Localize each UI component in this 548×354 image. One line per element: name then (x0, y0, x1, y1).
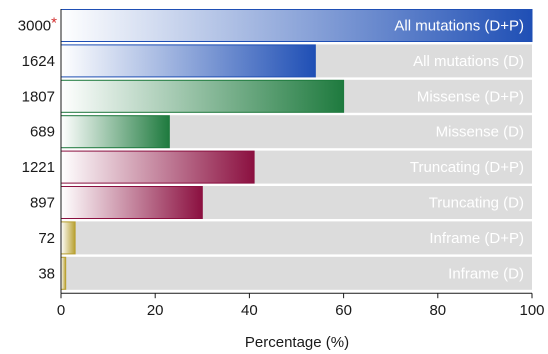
bar (60, 186, 203, 219)
bar (60, 115, 170, 149)
bar-count-label: 72 (38, 230, 55, 247)
bar-row: Missense (D+P) 1807 (22, 79, 532, 113)
bar-count-label: 897 (30, 195, 55, 212)
bar-count-label: 1624 (22, 53, 55, 70)
bar-count-label: 1221 (22, 159, 55, 176)
bar (60, 256, 67, 290)
bar-row: Truncating (D+P) 1221 (22, 150, 532, 184)
bar-row: All mutations (D) 1624 (22, 44, 532, 78)
bar (60, 9, 533, 42)
bar (60, 44, 316, 78)
bar-row: All mutations (D+P) 3000* (18, 9, 533, 42)
x-axis-label: Percentage (%) (245, 334, 349, 351)
bar-row: Missense (D) 689 (30, 115, 532, 149)
x-tick-label: 0 (57, 302, 65, 319)
x-tick-label: 20 (147, 302, 164, 319)
bar-count-label: 1807 (22, 88, 55, 105)
bar-row: Truncating (D) 897 (30, 186, 532, 219)
bar-background (61, 256, 532, 290)
x-tick-label: 80 (429, 302, 446, 319)
bar-category-label: Truncating (D+P) (410, 159, 524, 176)
bar-category-label: Missense (D+P) (417, 88, 524, 105)
bar-count-label: 38 (38, 265, 55, 282)
bar (60, 150, 255, 184)
bar (60, 79, 345, 113)
bar-category-label: Inframe (D) (448, 265, 524, 282)
bar-background (61, 221, 532, 255)
x-axis: 0 20 40 60 80 100 (57, 9, 545, 319)
bar (60, 221, 76, 255)
bar-category-label: Truncating (D) (429, 195, 524, 212)
x-tick-label: 100 (519, 302, 544, 319)
x-tick-label: 40 (241, 302, 258, 319)
bar-category-label: All mutations (D+P) (394, 18, 524, 35)
bar-category-label: Inframe (D+P) (429, 230, 524, 247)
bar-count-label: 3000* (18, 15, 57, 35)
bar-category-label: Missense (D) (436, 124, 524, 141)
bar-row: Inframe (D+P) 72 (38, 221, 532, 255)
bar-category-label: All mutations (D) (413, 53, 524, 70)
bar-row: Inframe (D) 38 (38, 256, 532, 290)
x-tick-label: 60 (335, 302, 352, 319)
bar-count-label: 689 (30, 124, 55, 141)
